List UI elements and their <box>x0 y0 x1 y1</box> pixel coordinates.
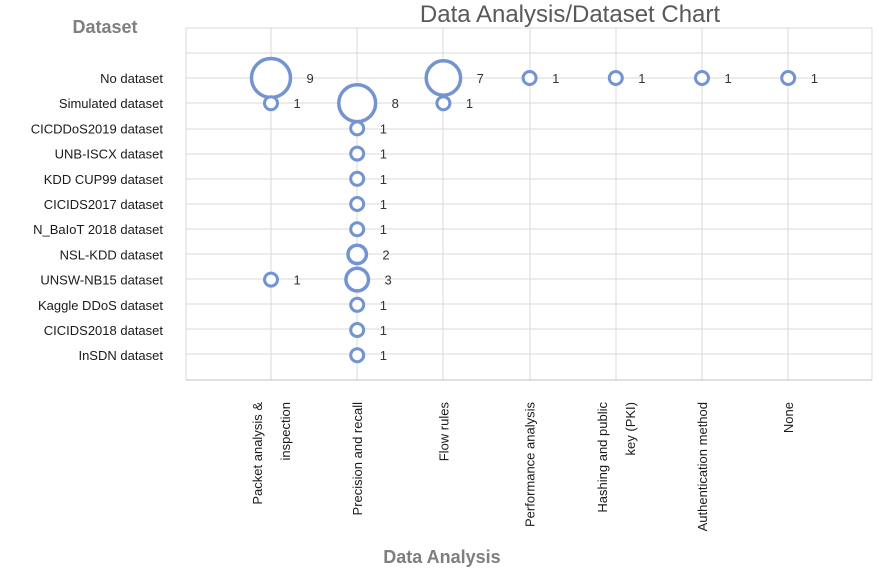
bubble-value-label: 1 <box>638 71 645 86</box>
bubble-value-label: 1 <box>552 71 559 86</box>
y-tick-label: No dataset <box>100 71 163 86</box>
bubble-value-label: 1 <box>380 147 387 162</box>
bubble <box>263 271 279 288</box>
y-tick-label: UNSW-NB15 dataset <box>40 273 163 288</box>
bubble <box>424 59 463 97</box>
x-tick-label: Performance analysis <box>523 402 538 527</box>
bubble-value-label: 1 <box>725 71 732 86</box>
y-tick-label: CICIDS2018 dataset <box>44 323 164 338</box>
y-tick-labels: No dataset Simulated dataset CICDDoS2019 d… <box>31 71 164 363</box>
bubble-value-label: 1 <box>380 197 387 212</box>
bubble <box>349 196 366 212</box>
y-tick-label: NSL-KDD dataset <box>60 247 164 262</box>
bubble <box>780 70 797 86</box>
bubble-value-label: 1 <box>380 348 387 363</box>
bubble <box>337 83 378 124</box>
bubble-value-label: 2 <box>382 247 389 262</box>
y-tick-label: KDD CUP99 dataset <box>44 172 164 187</box>
bubble <box>349 170 366 187</box>
bubble-value-label: 1 <box>380 121 387 136</box>
bubble-value-label: 8 <box>392 96 399 111</box>
bubble-value-label: 1 <box>380 323 387 338</box>
x-tick-label: inspection <box>278 402 293 461</box>
y-tick-label: UNB-ISCX dataset <box>55 147 164 162</box>
y-tick-label: N_BaIoT 2018 dataset <box>33 222 163 237</box>
bubble <box>349 145 366 162</box>
bubble <box>263 95 279 112</box>
y-tick-label: Kaggle DDoS dataset <box>38 298 163 313</box>
x-tick-label: None <box>781 402 796 433</box>
bubble <box>349 347 366 364</box>
bubble <box>349 221 366 238</box>
gridlines <box>185 27 873 381</box>
bubble <box>349 322 366 338</box>
x-tick-label: Authentication method <box>695 402 710 531</box>
bubble-value-label: 1 <box>380 222 387 237</box>
bubble-value-label: 9 <box>307 71 314 86</box>
x-tick-label: key (PKI) <box>623 402 638 455</box>
bubble <box>344 266 371 293</box>
x-tick-labels: Packet analysis & inspection Precision and… <box>250 402 796 532</box>
bubble-value-label: 3 <box>384 273 391 288</box>
x-tick-label: Hashing and public <box>595 402 610 513</box>
bubble <box>435 95 452 112</box>
y-axis-title: Dataset <box>72 17 137 37</box>
y-tick-label: CICIDS2017 dataset <box>44 197 164 212</box>
bubble-value-label: 1 <box>466 96 473 111</box>
bubble <box>521 70 538 86</box>
x-tick-label: Flow rules <box>436 402 451 462</box>
bubble <box>349 120 366 137</box>
bubble-value-label: 1 <box>380 172 387 187</box>
x-tick-label: Packet analysis & <box>250 402 265 505</box>
bubble <box>249 56 293 100</box>
y-tick-label: InSDN dataset <box>78 348 163 363</box>
bubble <box>349 296 366 313</box>
bubble <box>346 243 369 266</box>
y-tick-label: CICDDoS2019 dataset <box>31 121 164 136</box>
y-tick-label: Simulated dataset <box>59 96 163 111</box>
x-tick-label: Precision and recall <box>350 402 365 516</box>
bubble-value-label: 1 <box>811 71 818 86</box>
bubble-value-label: 1 <box>294 273 301 288</box>
bubble-value-label: 1 <box>294 96 301 111</box>
bubble-value-label: 1 <box>380 298 387 313</box>
x-axis-title: Data Analysis <box>383 547 500 567</box>
bubble <box>607 70 624 86</box>
bubble-value-label: 7 <box>477 71 484 86</box>
chart-title: Data Analysis/Dataset Chart <box>420 1 720 28</box>
bubble <box>694 70 710 86</box>
